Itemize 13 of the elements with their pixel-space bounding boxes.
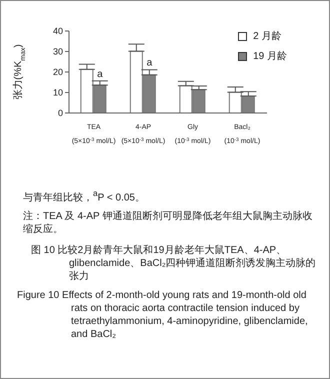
annotation: a bbox=[97, 68, 104, 80]
text: 与青年组比较，$^{a}$P < 0.05。 bbox=[23, 187, 146, 204]
text: 2 月龄 bbox=[253, 30, 282, 43]
legend-label: 19 月龄 bbox=[253, 50, 287, 63]
annotation: a bbox=[146, 58, 153, 69]
y-tick-label: 40 bbox=[52, 26, 63, 36]
y-tick-label: 20 bbox=[52, 67, 63, 78]
text: Figure 10 Effects of 2-month-old young rats and 19-month-old old rats on thoracic aorta contractile tension induced by tetraethylammonium, 4-aminopyridine, glibenclamide, and BaCl₂ bbox=[17, 289, 309, 342]
y-tick-label: 30 bbox=[52, 46, 63, 57]
text: 注：TEA 及 4-AP 钾通道阻断剂可明显降低老年组大鼠胸主动脉收缩反应。 bbox=[23, 210, 314, 236]
y-tick-label: 10 bbox=[52, 88, 63, 98]
y-tick-label: 0 bbox=[58, 108, 63, 118]
text: 图 10 比较2月龄青年大鼠和19月龄老年大鼠TEA、4-AP、glibenclamide、BaCl₂四种钾通道阻断剂诱发胸主动脉的张力 bbox=[31, 244, 317, 284]
